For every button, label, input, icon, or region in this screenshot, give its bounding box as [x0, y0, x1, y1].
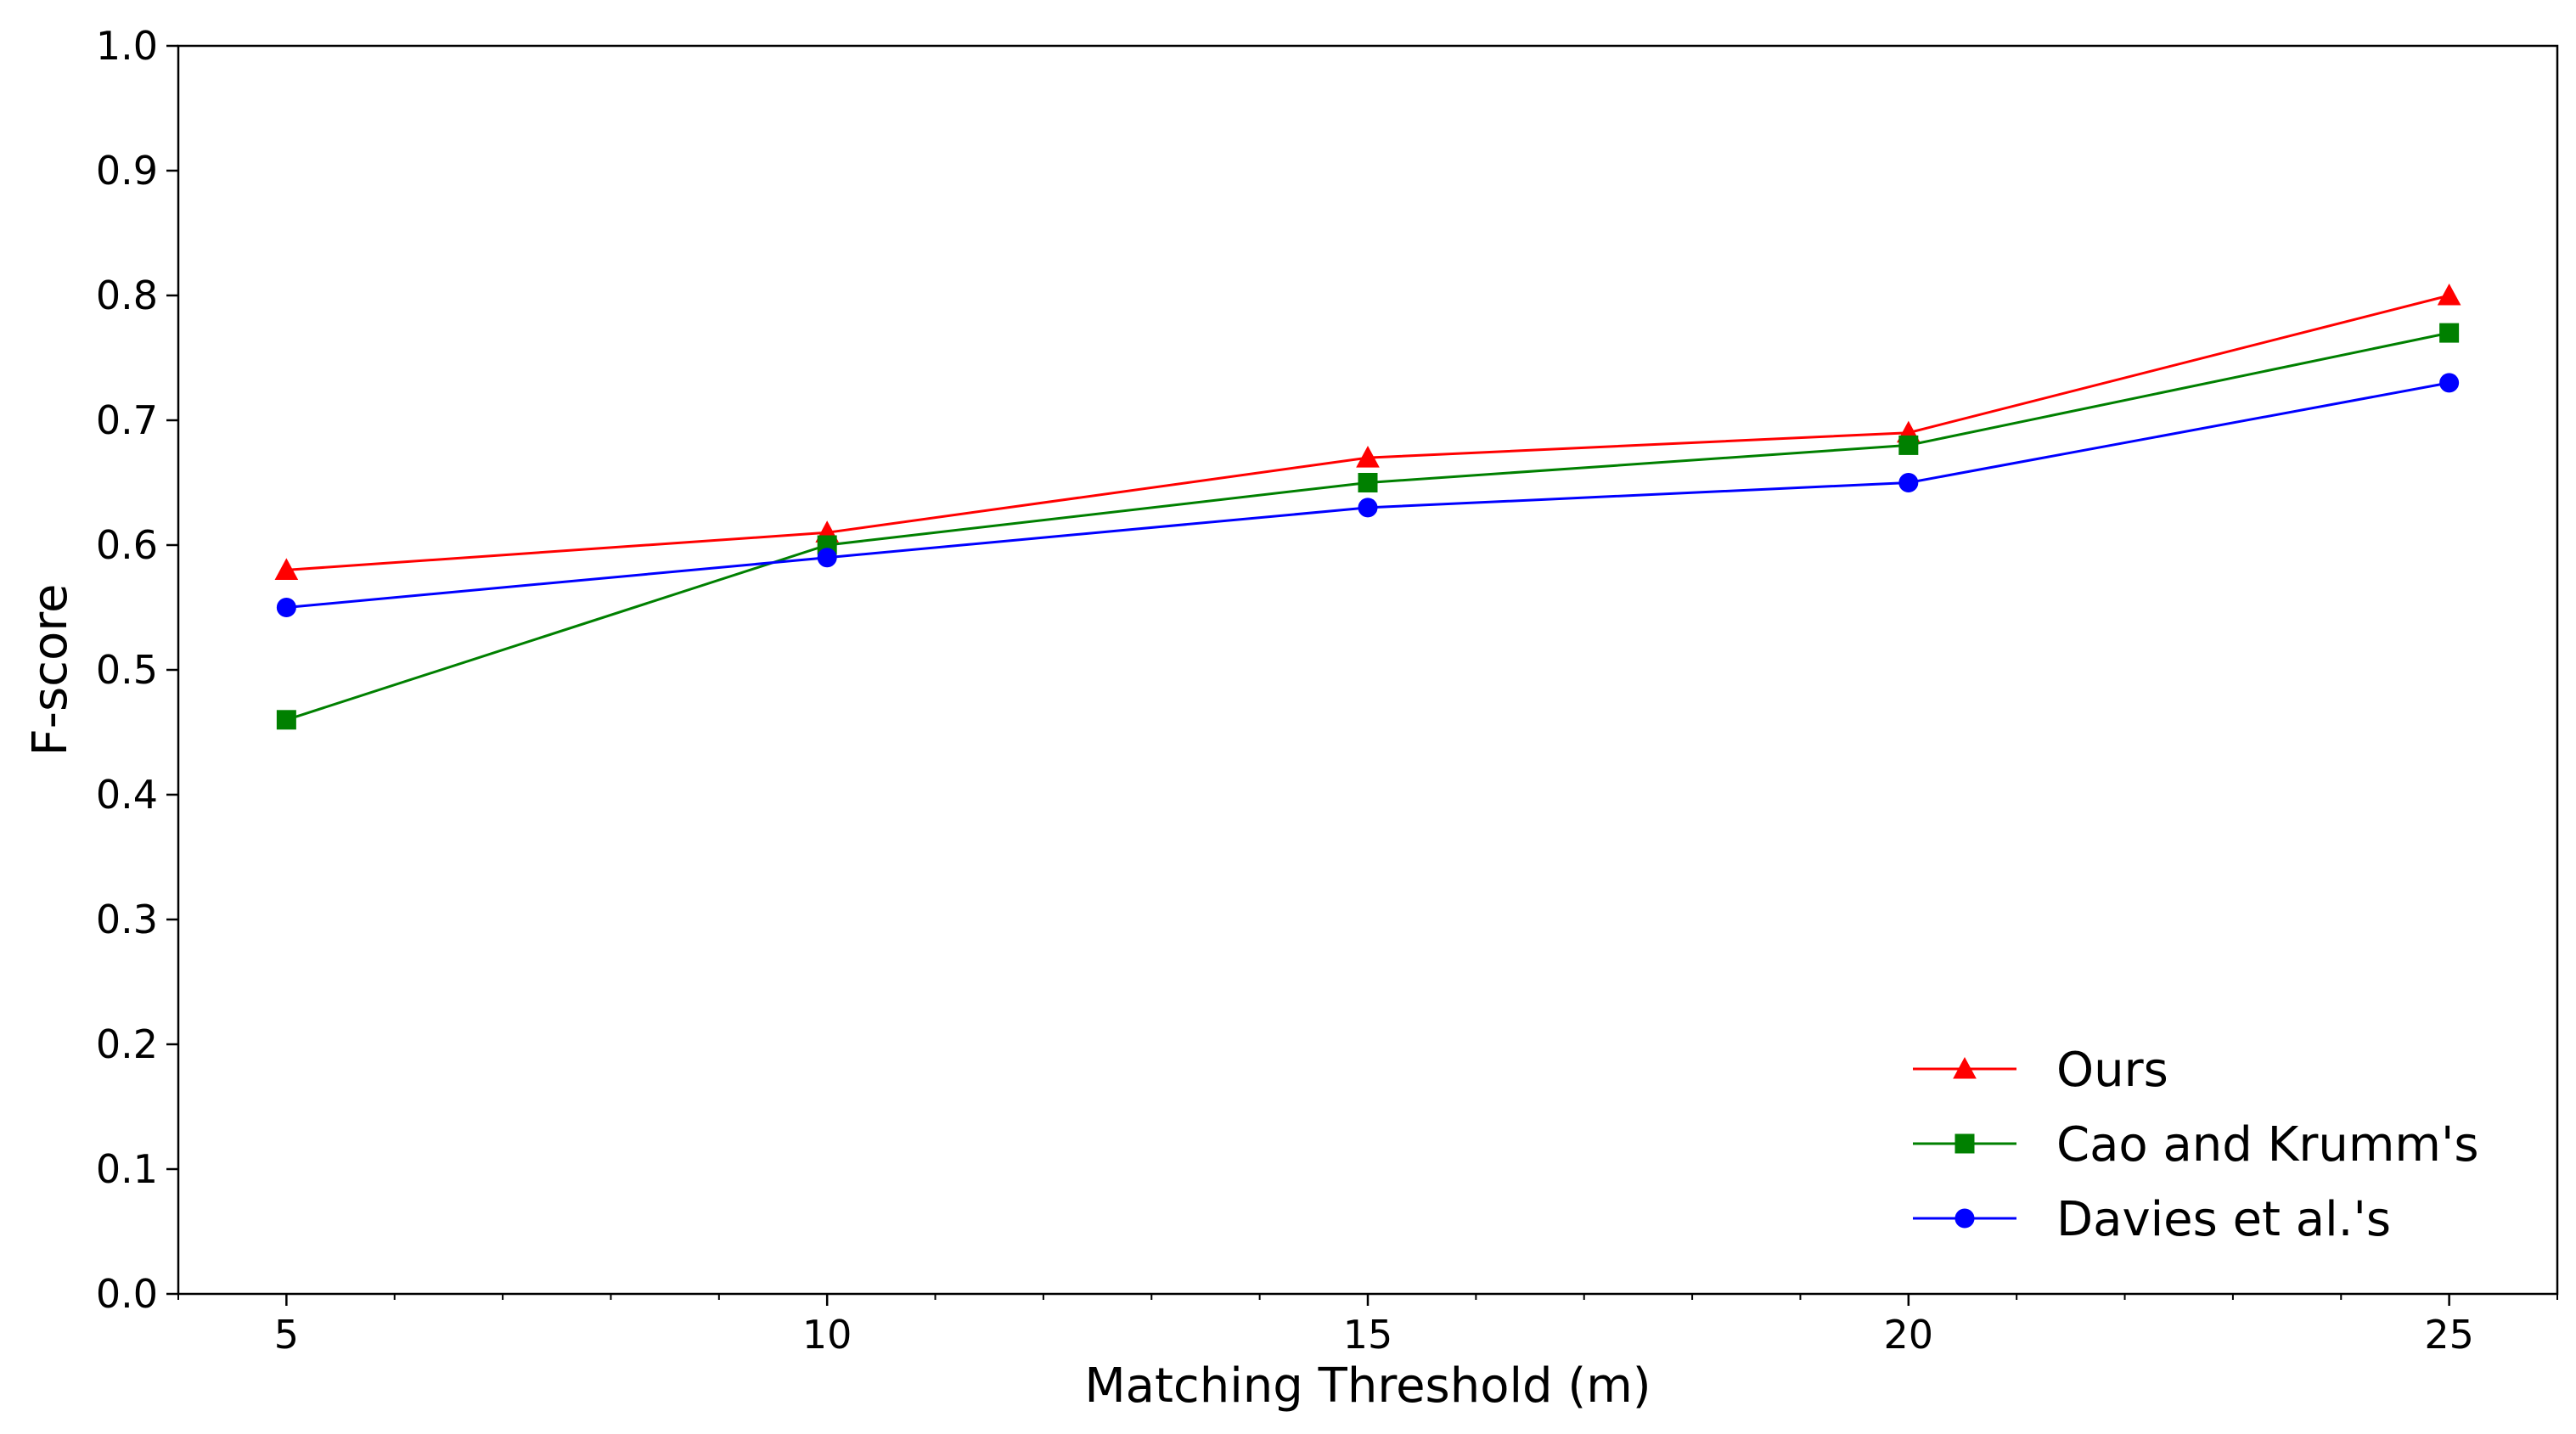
- x-tick-label: 25: [2424, 1312, 2474, 1358]
- y-tick-label: 0.8: [96, 273, 158, 318]
- y-tick-label: 0.9: [96, 148, 158, 194]
- data-point-davies-et-al-s: [276, 598, 296, 617]
- data-point-cao-and-krumm-s: [1358, 473, 1378, 492]
- legend-label: Cao and Krumm's: [2056, 1117, 2479, 1173]
- x-tick-label: 10: [802, 1312, 852, 1358]
- y-tick-label: 0.2: [96, 1021, 158, 1067]
- plot-area: [177, 44, 2559, 1296]
- data-point-ours: [2437, 283, 2461, 306]
- data-point-davies-et-al-s: [1358, 498, 1378, 518]
- data-point-cao-and-krumm-s: [2439, 323, 2460, 343]
- x-axis: 5 10 15 20 25: [177, 1294, 2558, 1358]
- y-tick-label: 0.0: [96, 1271, 158, 1317]
- data-point-cao-and-krumm-s: [276, 710, 296, 730]
- y-tick-label: 0.4: [96, 772, 158, 818]
- data-point-davies-et-al-s: [817, 548, 837, 568]
- y-tick-label: 0.7: [96, 397, 158, 443]
- data-point-ours: [274, 558, 299, 580]
- y-tick-label: 0.6: [96, 522, 158, 568]
- data-point-ours: [1356, 446, 1380, 468]
- x-tick-label: 15: [1343, 1312, 1393, 1358]
- data-point-davies-et-al-s: [2439, 373, 2460, 393]
- series-layer: [274, 283, 2461, 730]
- legend-marker: [1954, 1208, 1975, 1229]
- y-tick-label: 0.5: [96, 647, 158, 693]
- legend-marker: [1954, 1133, 1975, 1154]
- legend-label: Davies et al.'s: [2056, 1192, 2391, 1247]
- y-tick-label: 0.3: [96, 897, 158, 942]
- legend: Ours Cao and Krumm's Davies et al.'s: [1913, 1043, 2479, 1247]
- y-axis-label: F-score: [23, 584, 78, 756]
- data-point-davies-et-al-s: [1898, 473, 1919, 492]
- x-tick-label: 20: [1884, 1312, 1934, 1358]
- y-tick-label: 1.0: [96, 23, 158, 69]
- data-point-cao-and-krumm-s: [1898, 435, 1919, 455]
- x-axis-label: Matching Threshold (m): [1084, 1358, 1651, 1414]
- legend-label: Ours: [2056, 1043, 2168, 1098]
- x-tick-label: 5: [274, 1312, 299, 1358]
- y-axis: 0.0 0.1 0.2 0.3 0.4 0.5 0.6 0.7 0.8 0.9 1.0: [96, 23, 178, 1317]
- legend-marker: [1953, 1056, 1977, 1079]
- y-tick-label: 0.1: [96, 1146, 158, 1192]
